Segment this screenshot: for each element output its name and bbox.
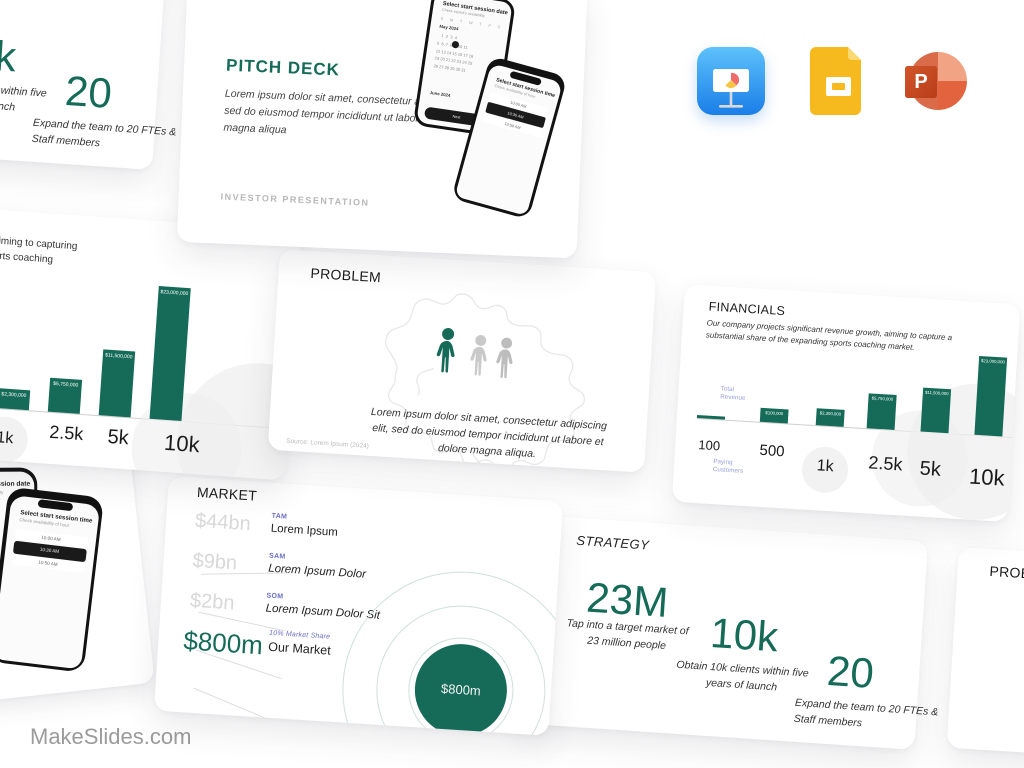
svg-text:$800m: $800m [441,681,482,699]
svg-text:P: P [914,71,927,93]
